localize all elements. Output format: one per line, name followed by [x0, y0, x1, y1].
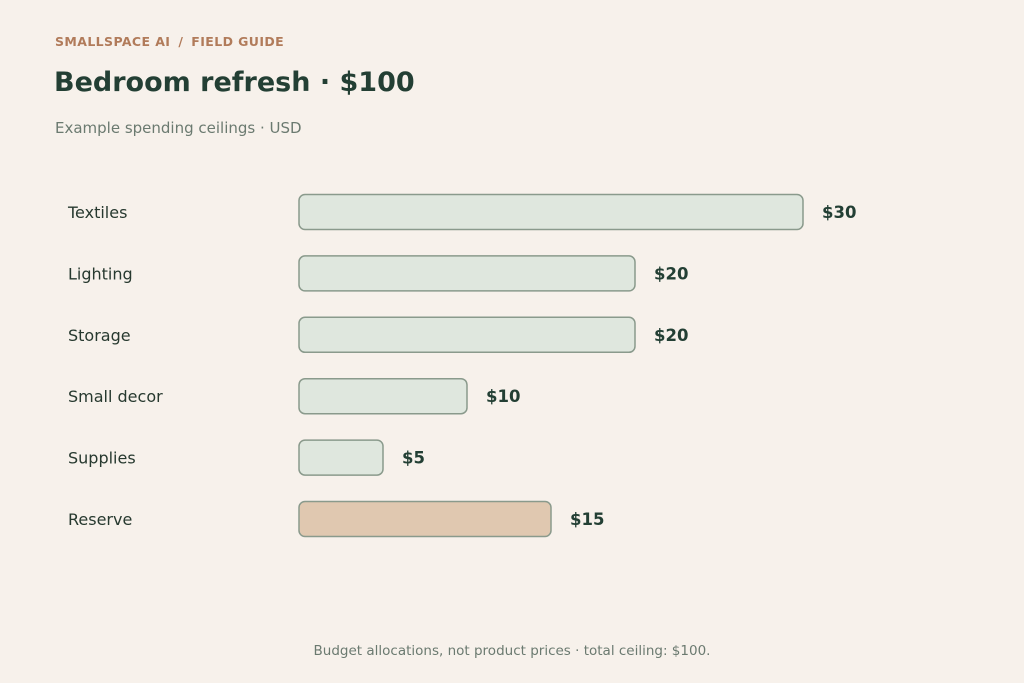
page-title: Bedroom refresh · $100 [54, 67, 415, 98]
value-label-small-decor: $10 [486, 387, 520, 406]
value-label-supplies: $5 [402, 449, 425, 468]
category-label-small-decor: Small decor [68, 387, 163, 406]
section-label: FIELD GUIDE [191, 34, 285, 49]
bar-small-decor [298, 377, 468, 415]
value-label-reserve: $15 [570, 510, 604, 529]
value-label-textiles: $30 [822, 203, 856, 222]
category-label-storage: Storage [68, 326, 131, 345]
breadcrumb: SMALLSPACE AI / FIELD GUIDE [55, 34, 284, 49]
page-subtitle: Example spending ceilings · USD [55, 119, 302, 137]
bar-lighting [298, 255, 636, 292]
category-label-reserve: Reserve [68, 510, 132, 529]
footnote: Budget allocations, not product prices ·… [313, 643, 711, 659]
brand-label: SMALLSPACE AI [55, 34, 171, 49]
category-label-textiles: Textiles [67, 203, 127, 222]
breadcrumb-separator: / [178, 34, 184, 49]
category-label-supplies: Supplies [68, 449, 136, 468]
bar-textiles [298, 193, 804, 231]
bar-reserve [298, 500, 552, 538]
bar-supplies [298, 439, 384, 476]
bar-storage [298, 316, 636, 354]
value-label-storage: $20 [654, 326, 688, 345]
value-label-lighting: $20 [654, 264, 688, 283]
category-label-lighting: Lighting [68, 264, 133, 283]
